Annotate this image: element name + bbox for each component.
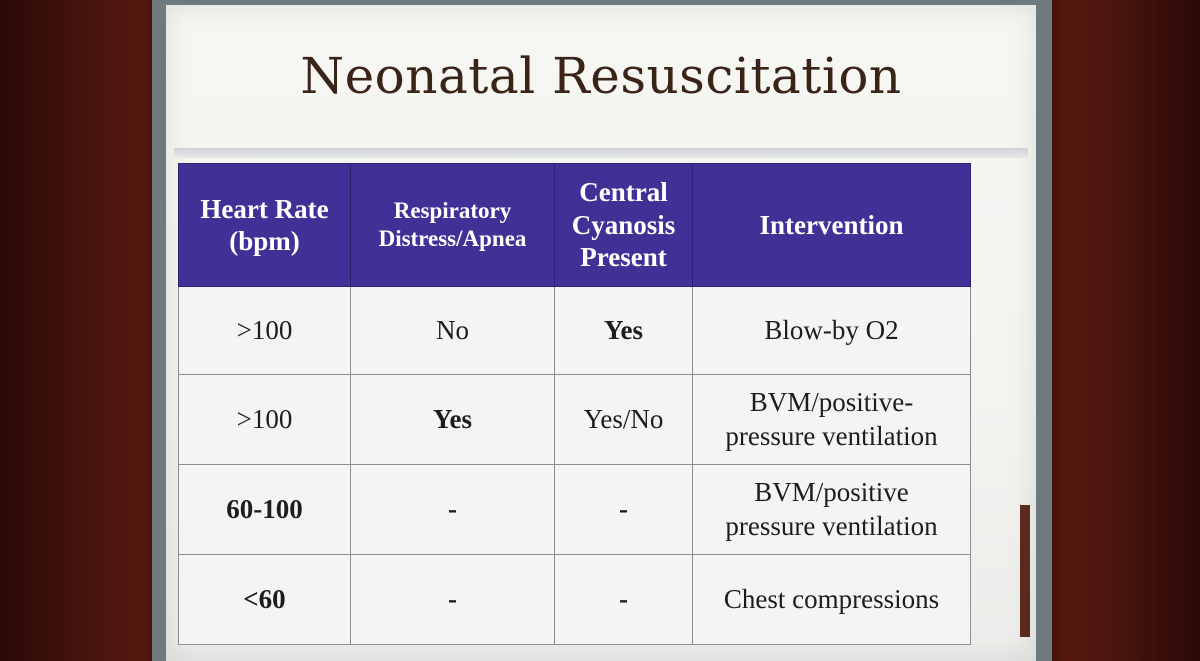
header-cyanosis-line1: Central: [579, 177, 668, 208]
table-header-row: Heart Rate (bpm) Respiratory Distress/Ap…: [178, 163, 971, 287]
table-row: >100 Yes Yes/No BVM/positive- pressure v…: [178, 374, 971, 465]
header-respiratory-distress: Respiratory Distress/Apnea: [350, 163, 555, 287]
header-heart-rate-line1: Heart Rate: [200, 193, 329, 224]
cell-intervention: BVM/positive- pressure ventilation: [692, 374, 971, 465]
header-heart-rate: Heart Rate (bpm): [178, 163, 351, 287]
table-row: >100 No Yes Blow-by O2: [178, 286, 971, 375]
cell-heart-rate: <60: [178, 554, 351, 645]
cell-cyanosis: -: [554, 464, 693, 555]
cell-respiratory-distress: -: [350, 464, 555, 555]
cell-intervention-line1: Blow-by O2: [764, 314, 899, 345]
cell-intervention: Chest compressions: [692, 554, 971, 645]
title-divider: [174, 148, 1028, 158]
cell-cyanosis: -: [554, 554, 693, 645]
header-respiratory-line1: Respiratory: [393, 198, 512, 224]
header-intervention: Intervention: [692, 163, 971, 287]
resuscitation-table: Heart Rate (bpm) Respiratory Distress/Ap…: [178, 163, 971, 645]
header-heart-rate-line2: (bpm): [229, 226, 300, 256]
cell-respiratory-distress: No: [350, 286, 555, 375]
table-row: 60-100 - - BVM/positive pressure ventila…: [178, 464, 971, 555]
cell-heart-rate: >100: [178, 286, 351, 375]
header-respiratory-line2: Distress/Apnea: [378, 226, 527, 251]
cell-heart-rate: 60-100: [178, 464, 351, 555]
header-central-cyanosis: Central Cyanosis Present: [554, 163, 693, 287]
cell-intervention: BVM/positive pressure ventilation: [692, 464, 971, 555]
cell-respiratory-distress: -: [350, 554, 555, 645]
cell-intervention-line2: pressure ventilation: [725, 420, 938, 451]
table-row: <60 - - Chest compressions: [178, 554, 971, 645]
slide-title: Neonatal Resuscitation: [300, 47, 902, 105]
cell-heart-rate: >100: [178, 374, 351, 465]
cell-intervention-line1: BVM/positive-: [749, 386, 914, 417]
cell-respiratory-distress: Yes: [350, 374, 555, 465]
cell-intervention-line1: Chest compressions: [723, 583, 940, 614]
cell-cyanosis: Yes/No: [554, 374, 693, 465]
header-cyanosis-line2: Cyanosis: [571, 209, 676, 240]
header-cyanosis-line3: Present: [580, 242, 667, 273]
cell-intervention: Blow-by O2: [692, 286, 971, 375]
slide-edge-shadow: [1020, 505, 1030, 637]
cell-intervention-line1: BVM/positive: [754, 476, 909, 507]
header-intervention-line1: Intervention: [759, 209, 904, 240]
cell-intervention-line2: pressure ventilation: [725, 510, 938, 541]
cell-cyanosis: Yes: [554, 286, 693, 375]
